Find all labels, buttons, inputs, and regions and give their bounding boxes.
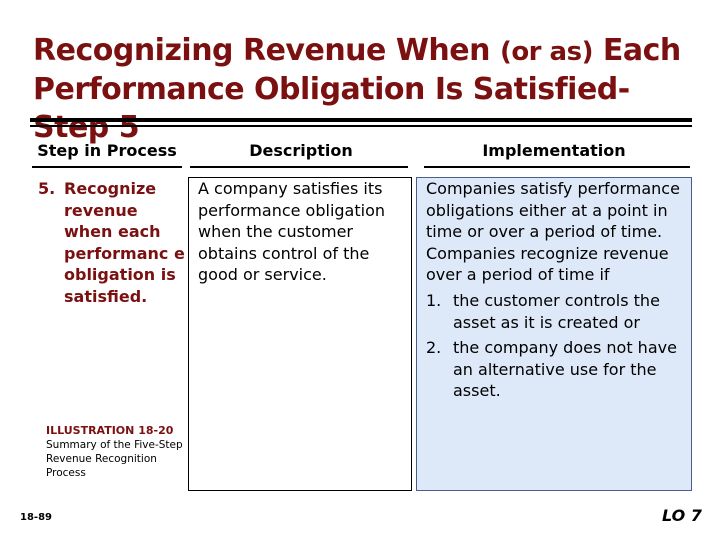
implementation-column-box — [416, 177, 692, 491]
title-rule-thick — [30, 118, 692, 122]
header-underline-implementation — [424, 166, 690, 168]
illustration-caption: ILLUSTRATION 18-20 Summary of the Five-S… — [46, 424, 186, 480]
implementation-item: 1. the customer controls the asset as it… — [426, 290, 688, 333]
header-underline-description — [190, 166, 408, 168]
implementation-list: 1. the customer controls the asset as it… — [426, 290, 688, 402]
title-part-3: Each — [592, 33, 681, 68]
header-description: Description — [249, 141, 353, 160]
implementation-item-text: the company does not have an alternative… — [453, 338, 677, 401]
header-underline-step — [32, 166, 182, 168]
implementation-intro: Companies satisfy performance obligation… — [426, 179, 680, 285]
step-number: 5. — [38, 179, 56, 198]
header-step: Step in Process — [37, 141, 177, 160]
implementation-cell: Companies satisfy performance obligation… — [426, 178, 688, 406]
illustration-number: ILLUSTRATION 18-20 — [46, 424, 174, 437]
slide-title: Recognizing Revenue When (or as) Each Pe… — [33, 32, 703, 147]
implementation-item-number: 2. — [426, 338, 442, 358]
learning-objective: LO 7 — [662, 506, 702, 525]
description-cell: A company satisfies its performance obli… — [198, 179, 385, 285]
implementation-item-text: the customer controls the asset as it is… — [453, 290, 660, 332]
description-column-box — [188, 177, 412, 491]
title-part-1: Recognizing Revenue When — [33, 33, 500, 68]
title-rule-thin — [30, 125, 692, 127]
step-label: Recognize revenue when each performanc e… — [64, 179, 185, 306]
page-number: 18-89 — [20, 512, 52, 523]
title-line-2: Performance Obligation Is Satisfied- — [33, 72, 630, 107]
title-line-3: Step 5 — [33, 110, 140, 145]
title-line-1: Recognizing Revenue When (or as) Each — [33, 32, 703, 71]
header-implementation: Implementation — [482, 141, 626, 160]
illustration-description: Summary of the Five-Step Revenue Recogni… — [46, 439, 183, 479]
title-part-2: (or as) — [499, 37, 594, 67]
implementation-item-number: 1. — [426, 290, 442, 310]
implementation-item: 2. the company does not have an alternat… — [426, 337, 688, 402]
